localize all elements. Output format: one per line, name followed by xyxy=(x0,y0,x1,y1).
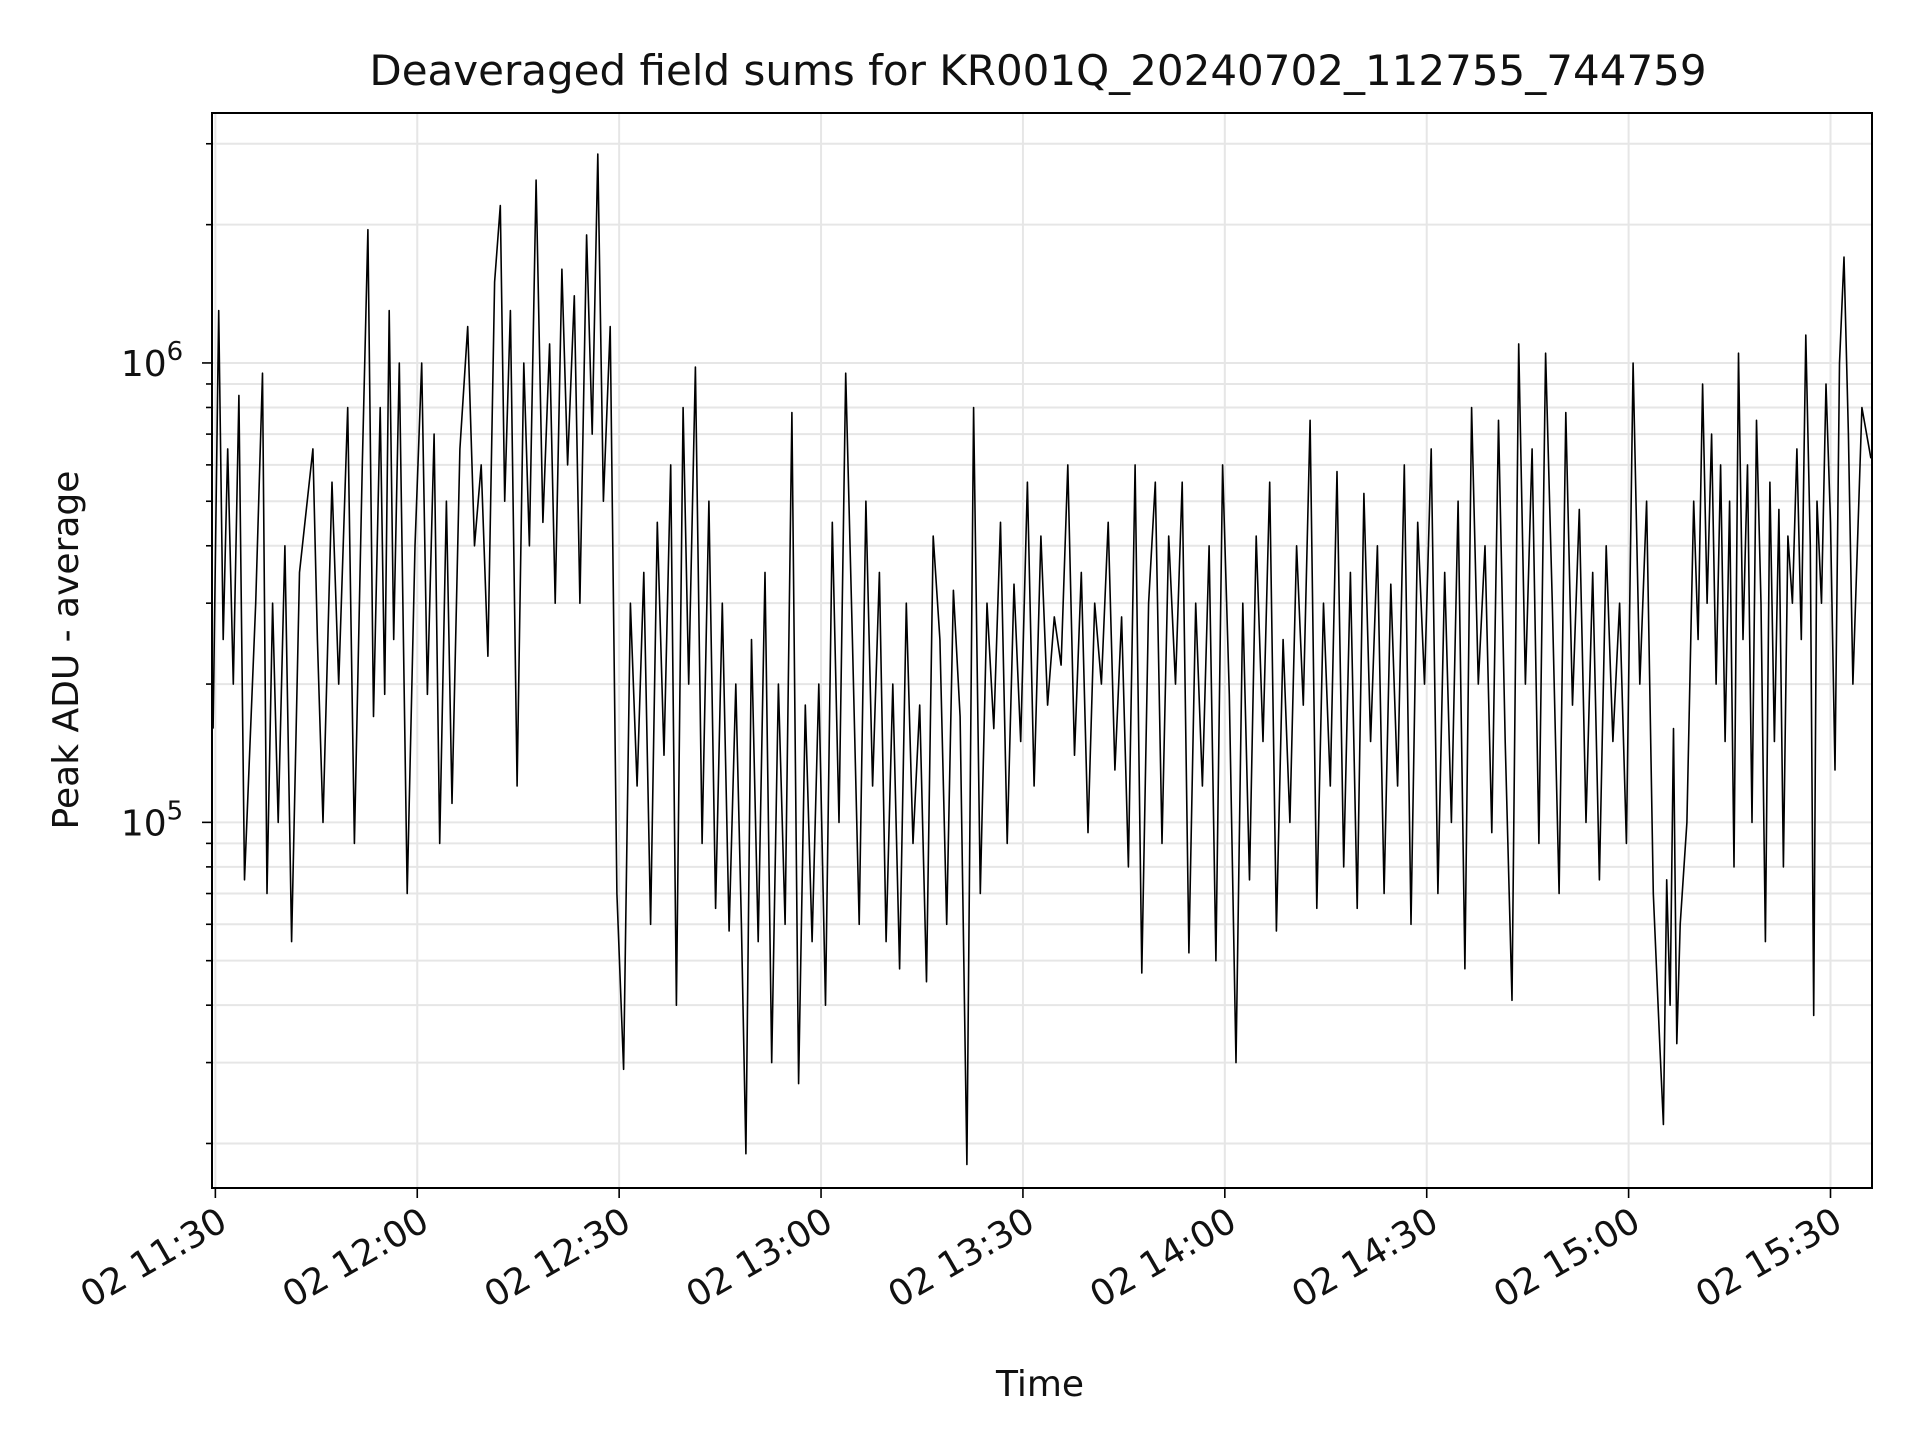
y-axis: 105 106 xyxy=(121,142,212,1145)
y-tick-label: 106 xyxy=(121,337,183,385)
grid xyxy=(212,113,1872,1188)
y-axis-label: Peak ADU - average xyxy=(46,471,87,830)
chart-title: Deaveraged field sums for KR001Q_2024070… xyxy=(369,46,1706,95)
x-axis-label: Time xyxy=(995,1364,1084,1405)
y-tick-label: 105 xyxy=(121,796,183,844)
series-line xyxy=(212,153,1872,1166)
plot-frame xyxy=(211,112,1873,1189)
series-layer xyxy=(212,153,1872,1166)
